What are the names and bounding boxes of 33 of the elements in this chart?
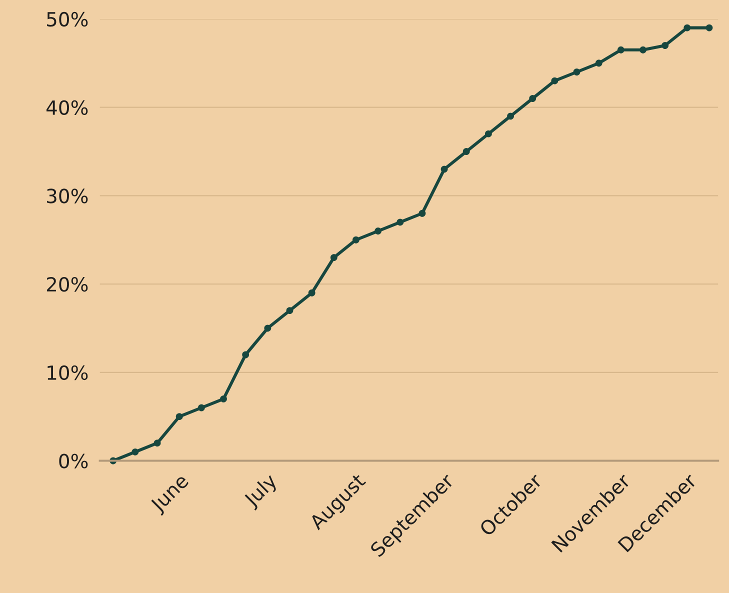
point xyxy=(529,95,536,102)
point xyxy=(440,166,448,173)
y-tick-label: 50% xyxy=(47,12,88,27)
point xyxy=(198,404,205,412)
y-tick-label: 10% xyxy=(48,365,88,380)
point xyxy=(132,448,139,456)
point xyxy=(462,148,470,155)
point xyxy=(551,77,558,84)
point xyxy=(330,254,338,262)
point xyxy=(617,46,624,54)
point xyxy=(507,112,514,120)
point xyxy=(374,228,382,235)
point xyxy=(264,324,272,332)
point xyxy=(176,413,183,420)
point xyxy=(484,130,492,138)
point xyxy=(573,68,580,76)
point xyxy=(154,440,161,447)
y-tick-label: 20% xyxy=(46,277,88,292)
point xyxy=(396,218,404,226)
point xyxy=(640,46,646,54)
point xyxy=(684,24,691,32)
point xyxy=(595,60,602,67)
y-tick-label: 30% xyxy=(47,188,88,204)
point xyxy=(706,24,713,32)
point xyxy=(352,236,360,244)
point xyxy=(286,307,294,314)
point xyxy=(418,210,426,217)
point xyxy=(662,42,669,49)
y-tick-label: 0% xyxy=(59,454,88,468)
point xyxy=(220,395,227,402)
y-tick-label: 40% xyxy=(46,100,88,115)
point xyxy=(242,351,250,358)
point xyxy=(308,289,316,296)
